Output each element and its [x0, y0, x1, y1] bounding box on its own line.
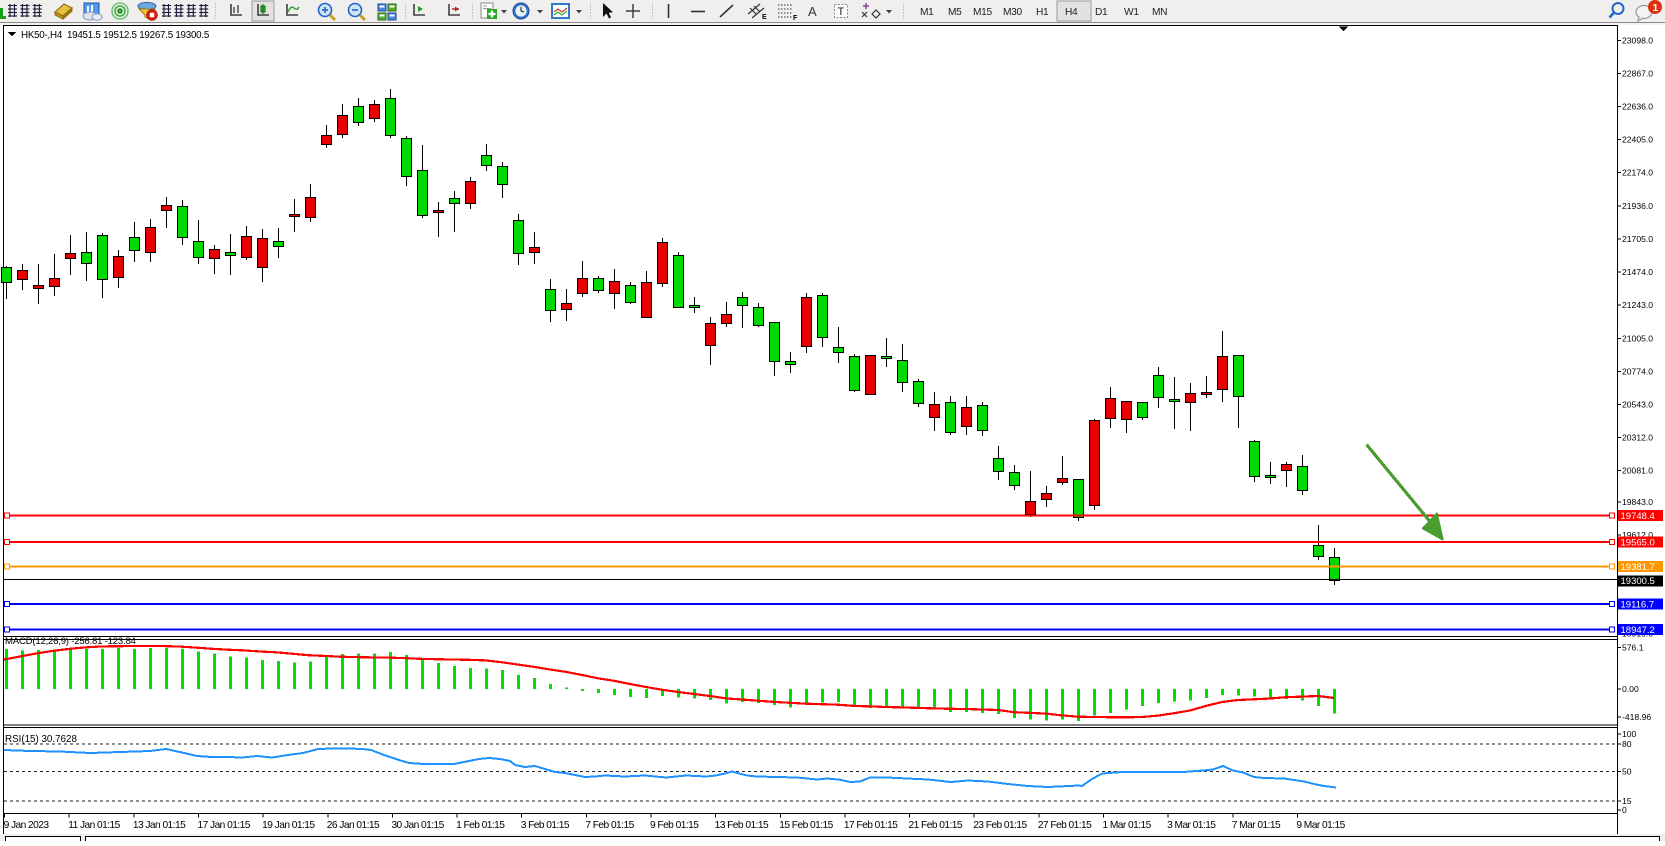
svg-text:22867.0: 22867.0	[1622, 69, 1653, 79]
svg-text:19300.5: 19300.5	[1621, 576, 1655, 587]
svg-text:W1: W1	[1124, 7, 1139, 18]
svg-text:D1: D1	[1095, 7, 1108, 18]
svg-text:50: 50	[1622, 767, 1632, 777]
svg-text:A: A	[808, 4, 817, 19]
svg-text:18947.2: 18947.2	[1621, 625, 1655, 636]
svg-text:7 Mar 01:15: 7 Mar 01:15	[1232, 820, 1281, 831]
svg-text:HK50-,H4 19451.5 19512.5 1926: HK50-,H4 19451.5 19512.5 19267.5 19300.5	[21, 30, 210, 41]
svg-text:3 Feb 01:15: 3 Feb 01:15	[521, 820, 570, 831]
svg-text:20312.0: 20312.0	[1622, 433, 1653, 443]
svg-text:100: 100	[1622, 729, 1637, 739]
svg-text:1 Mar 01:15: 1 Mar 01:15	[1102, 820, 1151, 831]
svg-text:23098.0: 23098.0	[1622, 36, 1653, 46]
svg-text:19748.4: 19748.4	[1621, 511, 1655, 522]
svg-text:F: F	[793, 15, 798, 22]
svg-text:0.00: 0.00	[1622, 684, 1639, 694]
svg-text:-418.96: -418.96	[1622, 712, 1651, 722]
svg-text:80: 80	[1622, 739, 1632, 749]
svg-text:23 Feb 01:15: 23 Feb 01:15	[973, 820, 1027, 831]
svg-text:13 Jan 01:15: 13 Jan 01:15	[133, 820, 186, 831]
svg-text:21936.0: 21936.0	[1622, 201, 1653, 211]
svg-text:11 Jan 01:15: 11 Jan 01:15	[68, 820, 120, 831]
svg-text:15 Feb 01:15: 15 Feb 01:15	[779, 820, 833, 831]
svg-text:1 Feb 01:15: 1 Feb 01:15	[456, 820, 505, 831]
svg-text:17 Feb 01:15: 17 Feb 01:15	[844, 820, 898, 831]
svg-text:0: 0	[1622, 805, 1627, 815]
svg-text:20543.0: 20543.0	[1622, 400, 1653, 410]
svg-text:21 Feb 01:15: 21 Feb 01:15	[909, 820, 963, 831]
svg-text:21474.0: 21474.0	[1622, 267, 1653, 277]
svg-text:13 Feb 01:15: 13 Feb 01:15	[715, 820, 769, 831]
svg-text:21005.0: 21005.0	[1622, 334, 1653, 344]
svg-text:22174.0: 22174.0	[1622, 168, 1653, 178]
svg-text:576.1: 576.1	[1622, 643, 1644, 653]
svg-text:RSI(15) 30.7628: RSI(15) 30.7628	[5, 734, 77, 745]
svg-text:E: E	[762, 14, 767, 21]
svg-text:MACD(12,26,9) -256.81 -123.84: MACD(12,26,9) -256.81 -123.84	[5, 636, 137, 647]
svg-text:26 Jan 01:15: 26 Jan 01:15	[327, 820, 380, 831]
svg-text:19612.0: 19612.0	[1622, 530, 1653, 540]
svg-text:15: 15	[1622, 796, 1632, 806]
svg-text:27 Feb 01:15: 27 Feb 01:15	[1038, 820, 1092, 831]
svg-text:22636.0: 22636.0	[1622, 102, 1653, 112]
svg-text:M15: M15	[973, 7, 993, 18]
svg-text:20774.0: 20774.0	[1622, 367, 1653, 377]
svg-text:21243.0: 21243.0	[1622, 300, 1653, 310]
svg-text:9 Mar 01:15: 9 Mar 01:15	[1296, 820, 1345, 831]
svg-text:19381.7: 19381.7	[1621, 562, 1655, 573]
svg-text:MN: MN	[1152, 7, 1167, 18]
svg-text:H4: H4	[1065, 7, 1078, 18]
svg-text:M1: M1	[920, 7, 934, 18]
svg-text:9 Feb 01:15: 9 Feb 01:15	[650, 820, 699, 831]
svg-text:M30: M30	[1003, 7, 1023, 18]
svg-text:19843.0: 19843.0	[1622, 497, 1653, 507]
svg-text:30 Jan 01:15: 30 Jan 01:15	[391, 820, 444, 831]
svg-text:7 Feb 01:15: 7 Feb 01:15	[585, 820, 634, 831]
svg-text:19 Jan 01:15: 19 Jan 01:15	[262, 820, 315, 831]
svg-text:T: T	[838, 6, 845, 18]
svg-text:3 Mar 01:15: 3 Mar 01:15	[1167, 820, 1216, 831]
svg-text:20081.0: 20081.0	[1622, 466, 1653, 476]
svg-text:22405.0: 22405.0	[1622, 135, 1653, 145]
svg-text:H1: H1	[1036, 7, 1049, 18]
svg-text:19116.7: 19116.7	[1621, 599, 1655, 610]
svg-text:9 Jan 2023: 9 Jan 2023	[4, 820, 50, 831]
svg-text:19565.0: 19565.0	[1621, 537, 1655, 548]
svg-text:1: 1	[1653, 2, 1659, 14]
svg-text:M5: M5	[948, 7, 962, 18]
svg-text:17 Jan 01:15: 17 Jan 01:15	[198, 820, 251, 831]
svg-text:21705.0: 21705.0	[1622, 234, 1653, 244]
